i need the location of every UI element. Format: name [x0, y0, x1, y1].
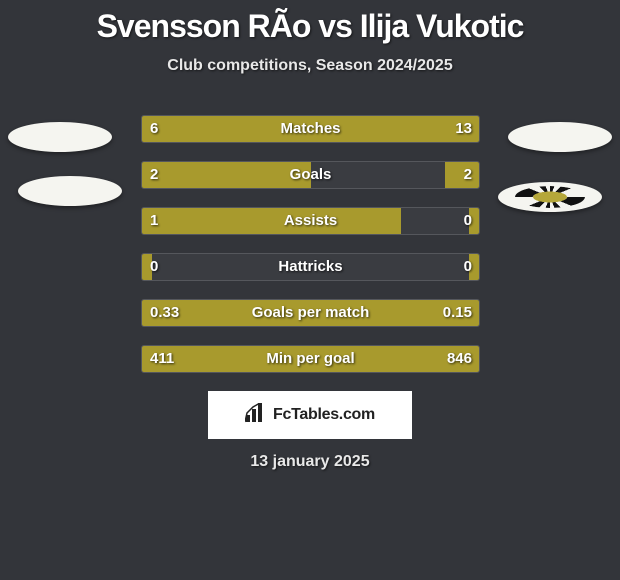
fctables-logo: FcTables.com: [208, 391, 412, 439]
metric-label: Hattricks: [141, 253, 480, 281]
stat-row: 0.330.15Goals per match: [0, 299, 620, 327]
stat-row: 613Matches: [0, 115, 620, 143]
stat-row: 411846Min per goal: [0, 345, 620, 373]
bar-chart-icon: [245, 403, 267, 428]
date-text: 13 january 2025: [0, 453, 620, 471]
metric-label: Min per goal: [141, 345, 480, 373]
stat-row: 22Goals: [0, 161, 620, 189]
metric-label: Matches: [141, 115, 480, 143]
page-title: Svensson RÃo vs Ilija Vukotic: [0, 0, 620, 45]
stat-rows: 613Matches 22Goals 10Assists 00Hattricks 0.3…: [0, 115, 620, 373]
stat-row: 00Hattricks: [0, 253, 620, 281]
comparison-card: Svensson RÃo vs Ilija Vukotic Club compe…: [0, 0, 620, 580]
subtitle: Club competitions, Season 2024/2025: [0, 57, 620, 75]
metric-label: Goals: [141, 161, 480, 189]
stat-row: 10Assists: [0, 207, 620, 235]
metric-label: Goals per match: [141, 299, 480, 327]
metric-label: Assists: [141, 207, 480, 235]
logo-text: FcTables.com: [273, 406, 375, 424]
